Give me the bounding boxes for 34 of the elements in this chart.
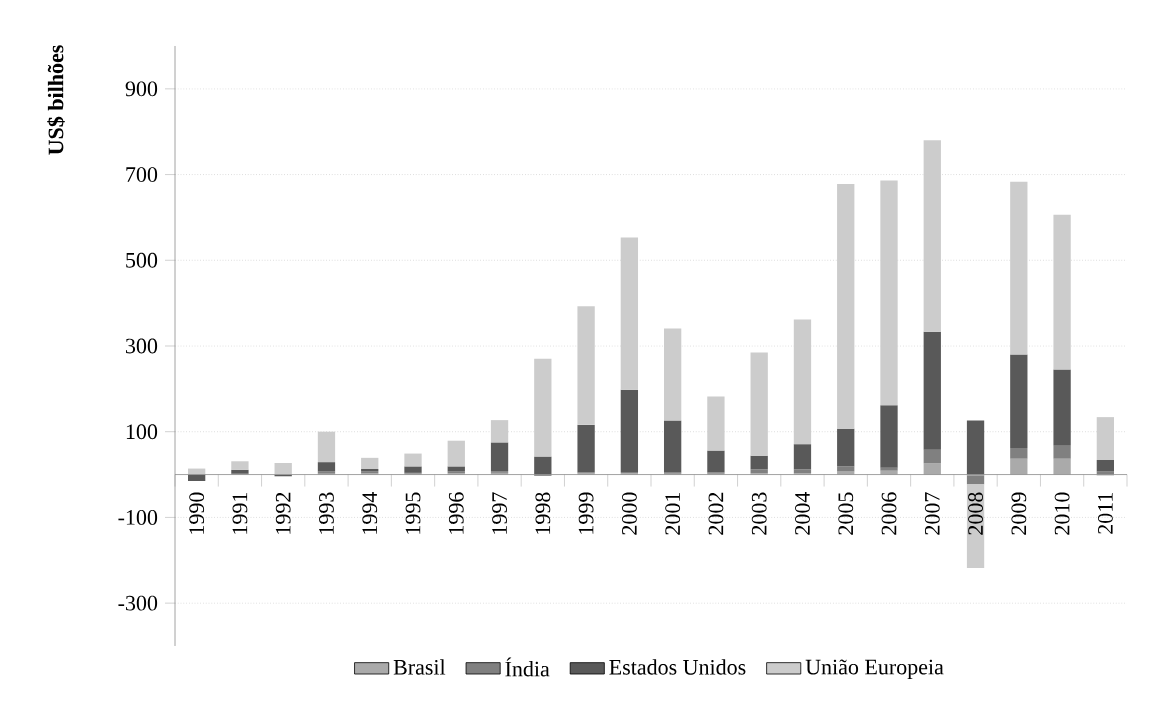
x-tick-label: 2003 [751,492,767,535]
x-tick-label: 2006 [881,492,897,535]
y-axis-title: US$ bilhões [47,45,65,155]
x-tick-label: 2002 [708,492,724,535]
x-tick-label: 1999 [578,492,594,534]
x-tick-label: 1996 [448,492,464,534]
x-tick-label: 2009 [1011,492,1027,535]
x-tick-label: 1990 [189,492,205,534]
x-tick-label: 1998 [535,492,551,534]
x-tick-label: 2001 [665,492,681,535]
y-tick-label: 100 [126,424,158,440]
legend-label: Brasil [393,659,446,675]
x-tick-label: 1992 [275,492,291,534]
legend-label: União Europeia [805,659,944,679]
x-tick-label: 2000 [621,492,637,535]
y-tick-label: 500 [126,252,158,268]
x-tick-label: 2005 [838,492,854,535]
x-tick-label: 2008 [968,492,983,535]
y-tick-label: 900 [125,81,158,97]
x-tick-label: 1995 [405,492,421,534]
x-tick-label: 1997 [492,492,507,534]
y-tick-label: -100 [118,510,158,525]
legend-label: Estados Unidos [609,659,746,675]
y-tick-label: 300 [126,338,158,354]
y-tick-label: -300 [118,595,158,611]
x-tick-label: 1991 [232,492,248,534]
x-tick-label: 2011 [1097,492,1113,534]
x-tick-label: 2007 [924,492,940,535]
y-tick-label: 700 [126,167,158,182]
x-tick-label: 1993 [319,492,334,534]
legend-label: Índia [505,657,550,677]
x-tick-label: 2004 [795,491,810,535]
x-tick-label: 1994 [362,491,378,534]
x-tick-label: 2010 [1054,492,1070,535]
